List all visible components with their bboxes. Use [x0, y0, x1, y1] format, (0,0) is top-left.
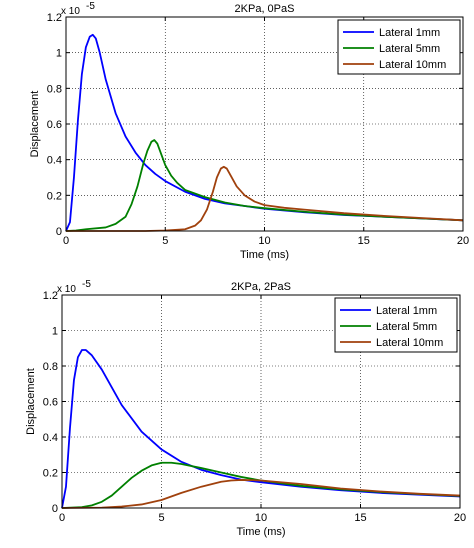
legend-label-3: Lateral 10mm	[376, 337, 443, 349]
y-tick-label: 0.6	[43, 397, 58, 409]
x-tick-label: 20	[454, 512, 466, 524]
chart-title: 2KPa, 2PaS	[231, 281, 291, 293]
y-axis-title: Displacement	[29, 91, 41, 158]
y-tick-label: 0.2	[43, 468, 58, 480]
y-tick-label: 1	[52, 326, 58, 338]
legend-box	[334, 297, 458, 353]
y-axis-title: Displacement	[25, 368, 37, 435]
chart-bottom: 0 5 10 15 20 0 0.2 0.4 0.6 0.8 1 1.2 2KPa, 2PaS Time …	[25, 279, 466, 538]
y-tick-label: 0.4	[47, 155, 62, 167]
legend-label-2: Lateral 5mm	[379, 43, 440, 55]
chart-top: 0 5 10 15 20 0 0.2 0.4 0.6 0.8 1 1.2 2KPa, 0PaS Time …	[29, 1, 469, 261]
y-tick-label: 1.2	[47, 12, 62, 24]
x-tick-label: 10	[258, 235, 270, 247]
legend-label-3: Lateral 10mm	[379, 59, 446, 71]
x-axis-title: Time (ms)	[236, 526, 285, 538]
y-tick-label: 0.4	[43, 432, 58, 444]
series-line-3	[66, 165, 464, 232]
x-axis-title: Time (ms)	[240, 249, 289, 261]
y-multiplier: x 10	[57, 284, 76, 295]
y-tick-label: 0.6	[47, 119, 62, 131]
x-tick-label: 15	[358, 235, 370, 247]
x-tick-label: 0	[59, 512, 65, 524]
y-tick-label: 1.2	[43, 290, 58, 302]
y-tick-label: 0	[56, 226, 62, 238]
legend-label-2: Lateral 5mm	[376, 321, 437, 333]
y-multiplier: x 10	[61, 6, 80, 17]
x-tick-label: 10	[255, 512, 267, 524]
x-tick-label: 20	[457, 235, 469, 247]
x-tick-label: 0	[63, 235, 69, 247]
y-tick-label: 0.2	[47, 190, 62, 202]
x-tick-label: 5	[162, 235, 168, 247]
series-line-2	[61, 461, 461, 509]
x-tick-label: 15	[354, 512, 366, 524]
y-tick-label: 1	[56, 48, 62, 60]
legend-label-1: Lateral 1mm	[376, 305, 437, 317]
series-line-2	[65, 139, 464, 232]
y-multiplier-exponent: -5	[86, 1, 95, 12]
legend-label-1: Lateral 1mm	[379, 27, 440, 39]
legend-box	[337, 19, 461, 75]
y-tick-label: 0.8	[47, 83, 62, 95]
y-tick-label: 0	[52, 503, 58, 515]
x-tick-label: 5	[158, 512, 164, 524]
y-multiplier-exponent: -5	[82, 279, 91, 290]
y-tick-label: 0.8	[43, 361, 58, 373]
series-line-3	[61, 479, 461, 509]
chart-title: 2KPa, 0PaS	[235, 3, 295, 15]
